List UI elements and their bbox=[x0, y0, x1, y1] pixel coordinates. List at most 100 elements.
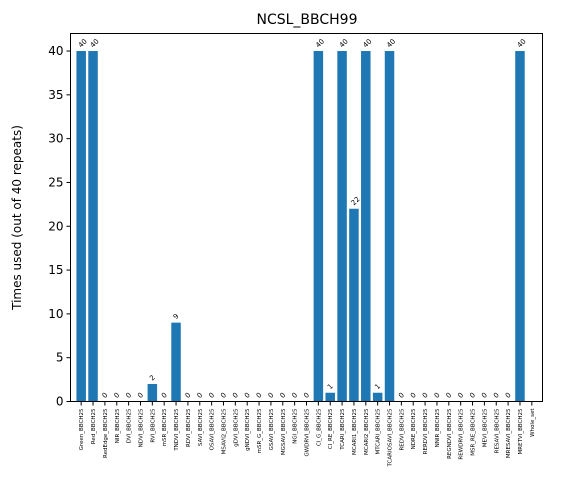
value-label: 0 bbox=[160, 391, 169, 400]
bar-ci-g-bbch25 bbox=[313, 51, 324, 402]
value-label: 40 bbox=[77, 37, 89, 49]
x-tick-label: RESAVI_BBCH25 bbox=[494, 408, 500, 453]
y-tick-label: 0 bbox=[56, 395, 64, 409]
y-axis-label: Times used (out of 40 repeats) bbox=[10, 125, 24, 311]
x-tick-label: MSAVI2_BBCH25 bbox=[221, 408, 227, 454]
value-label: 1 bbox=[373, 382, 382, 391]
value-label: 0 bbox=[196, 391, 205, 400]
y-tick-label: 25 bbox=[48, 175, 63, 189]
x-tick-label: MEVI_BBCH25 bbox=[482, 408, 488, 447]
value-label: 0 bbox=[207, 391, 216, 400]
x-tick-label: NDRE_BBCH25 bbox=[411, 408, 417, 449]
x-tick-label: SAVI_BBCH25 bbox=[198, 408, 204, 446]
x-tick-label: MSR_RE_BBCH25 bbox=[471, 408, 477, 456]
x-tick-label: TNDVI_BBCH25 bbox=[174, 408, 180, 452]
value-label: 0 bbox=[445, 391, 454, 400]
x-tick-label: CI_RE_BBCH25 bbox=[328, 408, 334, 449]
value-label: 0 bbox=[492, 391, 501, 400]
y-tick-label: 15 bbox=[48, 263, 63, 277]
x-tick-label: mSR_G_BBCH25 bbox=[257, 408, 263, 453]
plot-frame bbox=[70, 33, 543, 402]
value-label: 2 bbox=[148, 374, 157, 383]
x-tick-label: TCARI_BBCH25 bbox=[340, 408, 346, 451]
value-label: 0 bbox=[255, 391, 264, 400]
value-label: 0 bbox=[219, 391, 228, 400]
value-label: 40 bbox=[314, 37, 326, 49]
x-axis-ticks: Green_BBCH25 Red_BBCH25 RedEdge_BBCH25 NIR_… bbox=[79, 401, 536, 467]
x-tick-label: RedEdge_BBCH25 bbox=[103, 408, 109, 458]
x-tick-label: RVI_BBCH25 bbox=[150, 408, 156, 443]
bar-mcari2-bbch25 bbox=[361, 51, 371, 402]
value-label: 40 bbox=[89, 37, 101, 49]
x-tick-label: gNDVI_BBCH25 bbox=[245, 408, 251, 451]
y-axis-ticks: 0 5 10 15 20 25 30 35 40 bbox=[48, 44, 71, 409]
x-tick-label: RDVI_BBCH25 bbox=[186, 408, 192, 447]
value-label: 0 bbox=[290, 391, 299, 400]
bar-tcariosavi-bbch25 bbox=[384, 51, 395, 402]
value-label: 0 bbox=[243, 391, 252, 400]
x-tick-label: MCARI2_BBCH25 bbox=[364, 408, 370, 455]
value-label: 0 bbox=[184, 391, 193, 400]
value-label: 0 bbox=[456, 391, 465, 400]
y-tick-label: 35 bbox=[48, 88, 63, 102]
value-label: 40 bbox=[516, 37, 528, 49]
x-tick-label: NDVI_BBCH25 bbox=[138, 408, 144, 447]
bars-group bbox=[76, 51, 525, 402]
x-tick-label: gDVI_BBCH25 bbox=[233, 408, 239, 447]
x-tick-label: MRESAVI_BBCH25 bbox=[506, 408, 512, 458]
bar-mcari1-bbch25 bbox=[349, 208, 359, 402]
y-tick-label: 40 bbox=[48, 44, 63, 58]
x-tick-label: NNIR_BBCH25 bbox=[435, 408, 441, 447]
value-label: 0 bbox=[409, 391, 418, 400]
value-label: 0 bbox=[504, 391, 513, 400]
x-tick-label: MGSAVI_BBCH25 bbox=[281, 408, 287, 455]
x-tick-label: GWDRVI_BBCH25 bbox=[305, 408, 311, 457]
bar-mtcari-bbch25 bbox=[372, 392, 383, 402]
x-tick-label: REDVI_BBCH25 bbox=[399, 408, 405, 450]
y-tick-label: 5 bbox=[56, 351, 64, 365]
bar-rvi-bbch25 bbox=[147, 383, 158, 402]
value-label: 40 bbox=[362, 37, 374, 49]
x-tick-label: NGI_BBCH25 bbox=[293, 408, 299, 444]
x-tick-label: MRETVI_BBCH25 bbox=[518, 408, 524, 454]
value-label: 0 bbox=[421, 391, 430, 400]
x-tick-label: GSAVI_BBCH25 bbox=[269, 408, 275, 450]
value-label: 0 bbox=[136, 391, 145, 400]
value-label: 0 bbox=[468, 391, 477, 400]
value-label: 0 bbox=[480, 391, 489, 400]
x-tick-label: Red_BBCH25 bbox=[91, 408, 97, 444]
bar-tndvi-bbch25 bbox=[171, 322, 181, 402]
value-label: 0 bbox=[124, 391, 133, 400]
value-label: 0 bbox=[302, 391, 311, 400]
bar-ci-re-bbch25 bbox=[325, 392, 335, 402]
chart-title: NCSL_BBCH99 bbox=[256, 12, 357, 28]
value-label: 0 bbox=[433, 391, 442, 400]
value-label: 0 bbox=[397, 391, 406, 400]
value-label: 1 bbox=[326, 382, 335, 391]
value-label: 0 bbox=[231, 391, 240, 400]
x-tick-label: OSAVI_BBCH25 bbox=[210, 408, 216, 450]
x-tick-label: NIR_BBCH25 bbox=[115, 408, 121, 443]
value-label: 0 bbox=[279, 391, 288, 400]
value-label: 0 bbox=[267, 391, 276, 400]
y-tick-label: 30 bbox=[48, 132, 63, 146]
x-tick-label: REWDRVI_BBCH25 bbox=[459, 408, 465, 460]
value-label: 9 bbox=[172, 312, 181, 321]
value-label: 22 bbox=[350, 195, 362, 207]
bar-green-bbch25 bbox=[76, 51, 86, 402]
x-tick-label: CI_G_BBCH25 bbox=[316, 408, 322, 446]
bar-tcari-bbch25 bbox=[337, 51, 347, 402]
x-tick-label: RERDVI_BBCH25 bbox=[423, 408, 429, 454]
y-tick-label: 10 bbox=[48, 307, 63, 321]
x-tick-label: REGNDVI_BBCH25 bbox=[447, 408, 453, 459]
value-label: 0 bbox=[101, 391, 110, 400]
x-tick-label: Green_BBCH25 bbox=[79, 408, 85, 450]
bar-red-bbch25 bbox=[88, 51, 98, 402]
y-tick-label: 20 bbox=[48, 219, 63, 233]
bar-mretvi-bbch25 bbox=[515, 51, 525, 402]
x-tick-label: Whole_set bbox=[530, 408, 536, 437]
value-label: 0 bbox=[113, 391, 122, 400]
value-label: 40 bbox=[385, 37, 397, 49]
